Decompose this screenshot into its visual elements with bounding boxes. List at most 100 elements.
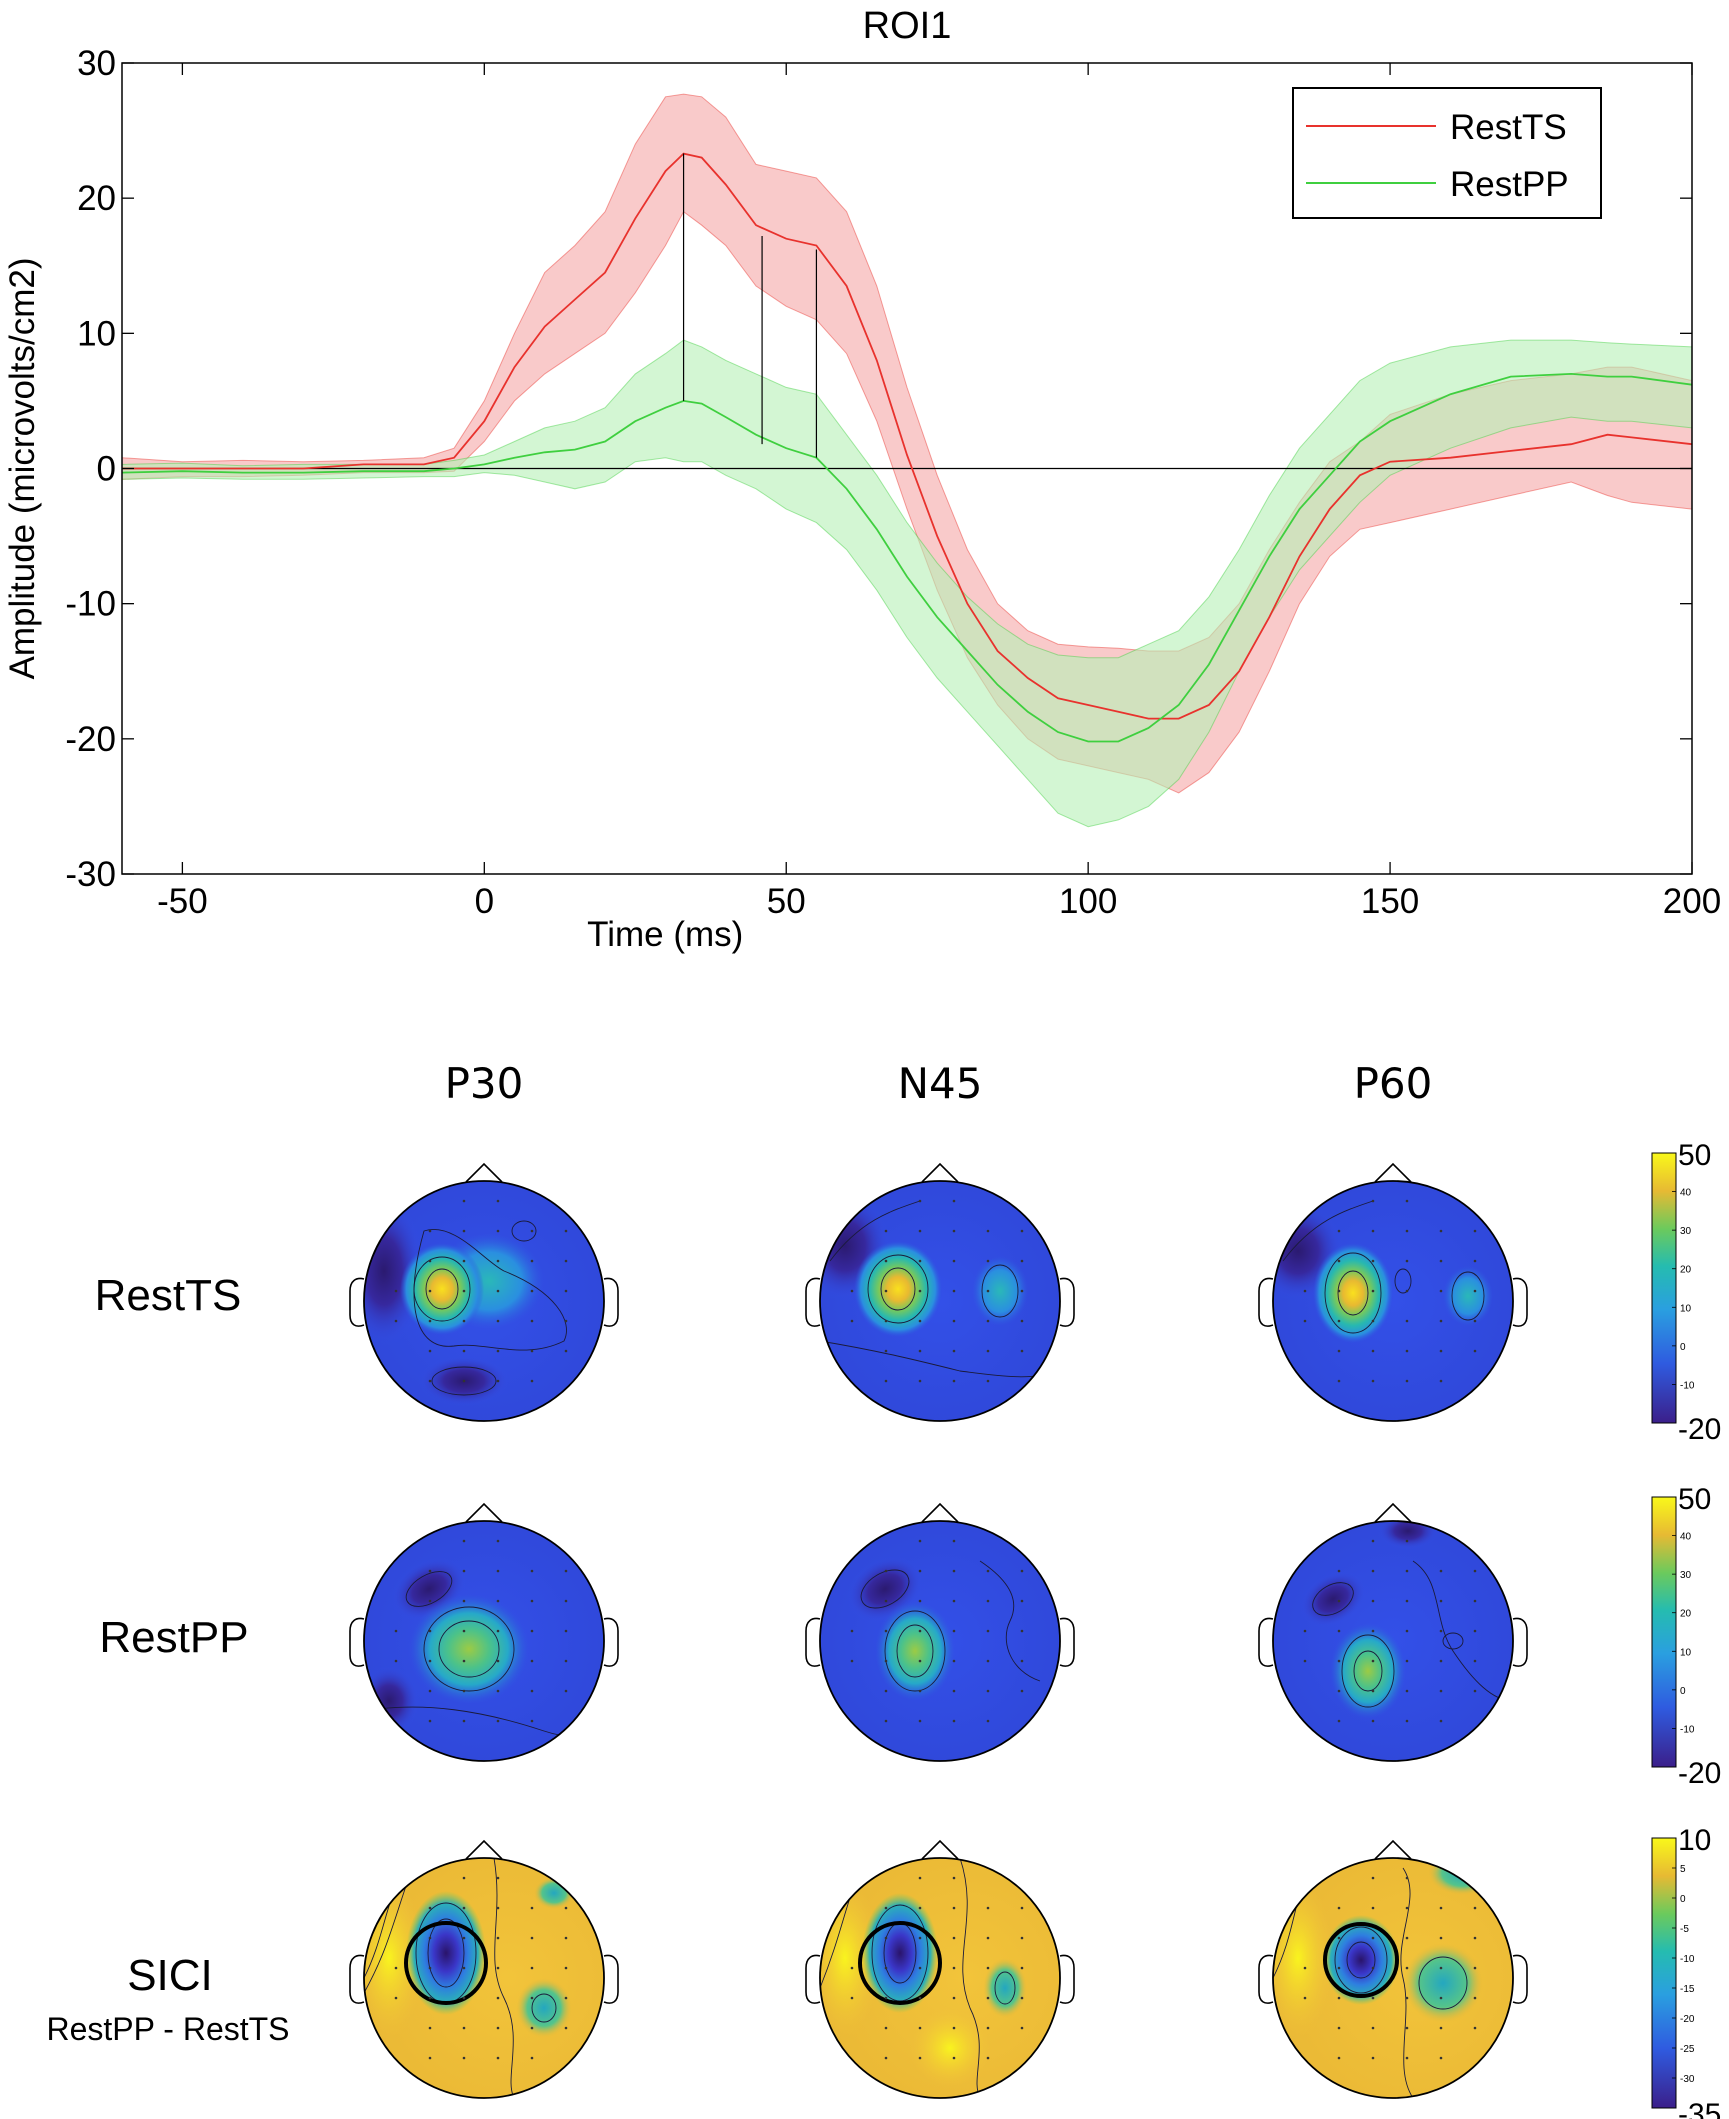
electrode-dot	[952, 1289, 956, 1293]
electrode-dot	[1371, 1659, 1375, 1663]
row-label-sici: SICI	[127, 1951, 213, 2000]
electrode-dot	[1337, 1259, 1341, 1263]
electrode-dot	[986, 1629, 990, 1633]
electrode-dot	[1337, 1379, 1341, 1383]
electrode-dot	[564, 1229, 568, 1233]
electrode-dot	[1439, 1629, 1443, 1633]
electrode-dot	[462, 1199, 466, 1203]
electrode-dot	[1473, 1319, 1477, 1323]
electrode-dot	[1405, 1599, 1409, 1603]
colorbar-tick-label-restts: 0	[1680, 1342, 1686, 1353]
electrode-dot	[1405, 1319, 1409, 1323]
electrode-dot	[918, 1289, 922, 1293]
electrode-dot	[1405, 1689, 1409, 1693]
electrode-dot	[428, 1229, 432, 1233]
electrode-dot	[1371, 1289, 1375, 1293]
electrode-dot	[428, 1719, 432, 1723]
electrode-dot	[884, 2026, 888, 2030]
electrode-dot	[428, 2056, 432, 2060]
electrode-dot	[1020, 1349, 1024, 1353]
x-tick-label: 150	[1361, 882, 1419, 921]
electrode-dot	[986, 1569, 990, 1573]
electrode-dot	[1473, 2026, 1477, 2030]
electrode-dot	[986, 2056, 990, 2060]
electrode-dot	[530, 1966, 534, 1970]
column-header-p30: P30	[445, 1059, 524, 1108]
electrode-dot	[884, 1906, 888, 1910]
electrode-dot	[1371, 1996, 1375, 2000]
electrode-dot	[428, 1629, 432, 1633]
electrode-dot	[884, 1719, 888, 1723]
electrode-dot	[884, 1349, 888, 1353]
electrode-dot	[462, 1599, 466, 1603]
x-axis-label: Time (ms)	[587, 915, 743, 954]
electrode-dot	[530, 1259, 534, 1263]
electrode-dot	[884, 1229, 888, 1233]
colorbar-tick-label-sici: 5	[1680, 1864, 1686, 1875]
electrode-dot	[1371, 1379, 1375, 1383]
electrode-dot	[952, 1199, 956, 1203]
electrode-dot	[918, 1936, 922, 1940]
electrode-dot	[918, 2056, 922, 2060]
electrode-dot	[428, 1906, 432, 1910]
electrode-dot	[564, 1349, 568, 1353]
electrode-dot	[1439, 1569, 1443, 1573]
electrode-dot	[394, 1659, 398, 1663]
electrode-dot	[884, 1319, 888, 1323]
electrode-dot	[530, 1936, 534, 1940]
electrode-dot	[1439, 1689, 1443, 1693]
electrode-dot	[1439, 1229, 1443, 1233]
colorbar-tick-label-restpp: -10	[1680, 1724, 1695, 1735]
electrode-dot	[952, 1996, 956, 2000]
electrode-dot	[986, 1259, 990, 1263]
electrode-dot	[530, 1659, 534, 1663]
electrode-dot	[850, 1996, 854, 2000]
electrode-dot	[1405, 1289, 1409, 1293]
electrode-dot	[1405, 1539, 1409, 1543]
electrode-dot	[1473, 1599, 1477, 1603]
row-label-restpp: RestPP	[99, 1613, 248, 1662]
colorbar-tick-label-sici: -20	[1680, 2014, 1695, 2025]
electrode-dot	[462, 1289, 466, 1293]
electrode-dot	[462, 1876, 466, 1880]
electrode-dot	[1371, 1689, 1375, 1693]
electrode-dot	[530, 2026, 534, 2030]
electrode-dot	[986, 1906, 990, 1910]
electrode-dot	[428, 1599, 432, 1603]
colorbar-tick-label-sici: -30	[1680, 2074, 1695, 2085]
electrode-dot	[1473, 1229, 1477, 1233]
electrode-dot	[1371, 1539, 1375, 1543]
electrode-dot	[1405, 1259, 1409, 1263]
electrode-dot	[1371, 1876, 1375, 1880]
electrode-dot	[496, 1539, 500, 1543]
electrode-dot	[1439, 1349, 1443, 1353]
chart-title: ROI1	[863, 5, 952, 47]
electrode-dot	[530, 1229, 534, 1233]
electrode-dot	[462, 1996, 466, 2000]
electrode-dot	[1439, 1996, 1443, 2000]
electrode-dot	[1371, 1599, 1375, 1603]
electrode-dot	[952, 1906, 956, 1910]
electrode-dot	[1020, 1936, 1024, 1940]
electrode-dot	[1337, 2026, 1341, 2030]
electrode-dot	[1473, 1966, 1477, 1970]
series-line-restpp	[121, 372, 1693, 743]
colorbar-tick-label-restts: -10	[1680, 1380, 1695, 1391]
electrode-dot	[1371, 1259, 1375, 1263]
electrode-dot	[564, 1569, 568, 1573]
electrode-dot	[462, 1229, 466, 1233]
electrode-dot	[1473, 1349, 1477, 1353]
electrode-dot	[918, 1719, 922, 1723]
electrode-dot	[1337, 1966, 1341, 1970]
y-tick-label: 30	[77, 44, 116, 83]
electrode-dot	[952, 1319, 956, 1323]
confidence-band-restts	[122, 94, 1692, 793]
colorbar-restts	[1651, 1152, 1677, 1424]
electrode-dot	[884, 1936, 888, 1940]
electrode-dot	[850, 1629, 854, 1633]
column-header-n45: N45	[898, 1059, 983, 1108]
colorbar-max-label-restpp: 50	[1678, 1483, 1711, 1516]
electrode-dot	[394, 1966, 398, 1970]
electrode-dot	[564, 1996, 568, 2000]
electrode-dot	[428, 2026, 432, 2030]
